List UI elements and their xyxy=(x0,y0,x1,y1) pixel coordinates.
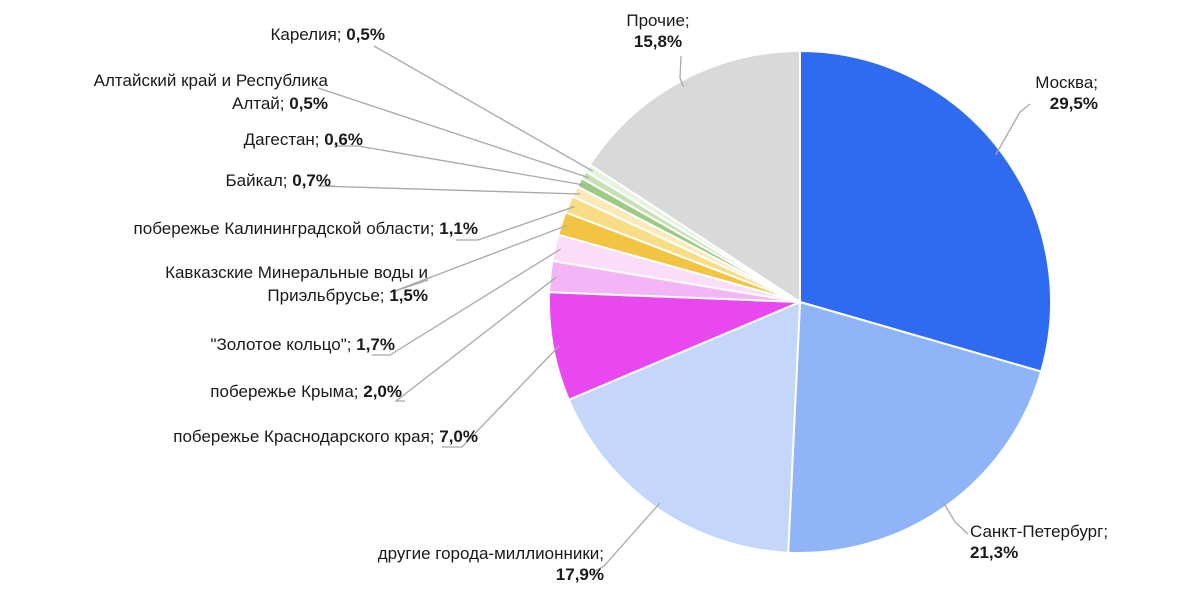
leader-line-10 xyxy=(317,87,590,179)
leader-lines xyxy=(317,45,1031,574)
slice-label-10: Алтайский край и Республика Алтай; 0,5% xyxy=(94,71,329,113)
slice-label-2: другие города-миллионники; 17,9% xyxy=(378,544,604,584)
slice-labels: Москва; 29,5% Санкт-Петербург; 21,3% другие … xyxy=(94,11,1108,584)
pie-slices xyxy=(548,49,1052,554)
slice-label-5: "Золотое кольцо"; 1,7% xyxy=(210,335,395,354)
leader-line-0 xyxy=(995,103,1031,156)
slice-label-1: Санкт-Петербург; 21,3% xyxy=(970,522,1108,562)
slice-label-4: побережье Крыма; 2,0% xyxy=(210,382,402,401)
leader-line-8 xyxy=(317,185,581,195)
slice-label-12: Прочие; 15,8% xyxy=(626,11,689,51)
leader-line-1 xyxy=(942,500,969,535)
pie-slice-0 xyxy=(799,49,1052,373)
slice-label-6: Кавказские Минеральные воды и Приэльбрусь… xyxy=(165,263,428,305)
pie-slice-2 xyxy=(567,300,802,554)
pie-slice-12 xyxy=(588,49,801,304)
leader-line-2 xyxy=(591,502,661,574)
slice-label-9: Дагестан; 0,6% xyxy=(244,130,363,149)
leader-line-7 xyxy=(456,205,575,241)
leader-line-12 xyxy=(679,55,685,87)
leader-line-3 xyxy=(442,345,560,448)
slice-label-8: Байкал; 0,7% xyxy=(226,171,332,190)
slice-label-11: Карелия; 0,5% xyxy=(270,25,385,44)
slice-label-3: побережье Краснодарского края; 7,0% xyxy=(173,427,478,446)
leader-line-4 xyxy=(394,276,557,402)
leader-line-5 xyxy=(372,248,562,356)
pie-slice-3 xyxy=(548,291,801,402)
leader-line-9 xyxy=(334,145,585,186)
slice-label-7: побережье Калининградской области; 1,1% xyxy=(134,219,478,238)
slice-label-0: Москва; 29,5% xyxy=(1035,73,1098,113)
leader-line-6 xyxy=(391,224,568,293)
leader-line-11 xyxy=(373,45,594,172)
